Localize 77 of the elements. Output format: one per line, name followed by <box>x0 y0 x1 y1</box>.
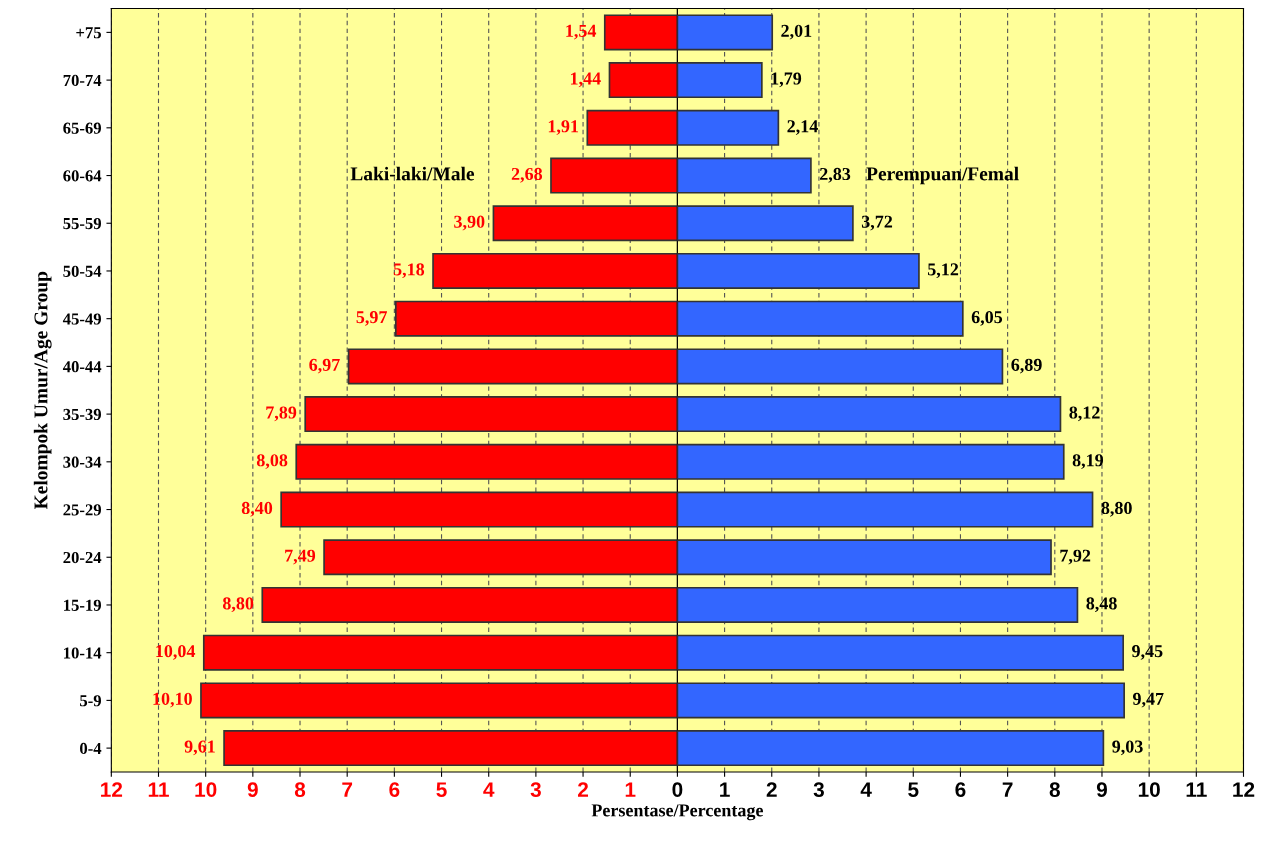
x-tick-label: 6 <box>955 782 966 797</box>
x-tick-label: 7 <box>1002 782 1013 797</box>
y-axis-title: Kelompok Umur/Age Group <box>33 271 52 510</box>
data-label: 6,89 <box>1011 358 1042 374</box>
data-label: 6,05 <box>971 311 1003 326</box>
data-label: 2,14 <box>787 120 818 135</box>
x-tick-label: 2 <box>766 782 777 797</box>
data-label: 3,90 <box>454 215 485 231</box>
y-tick-label: 35-39 <box>63 408 101 421</box>
data-label: 7,89 <box>266 406 297 422</box>
x-tick-label: 3 <box>813 782 824 798</box>
y-tick-label: 70-74 <box>63 74 102 87</box>
x-tick-label: 4 <box>483 782 495 797</box>
data-label: 1,79 <box>771 72 802 88</box>
x-tick-label: 1 <box>720 782 730 797</box>
data-label: 7,49 <box>285 549 316 565</box>
x-tick-label: 10 <box>195 782 217 797</box>
data-label: 8,80 <box>222 597 254 613</box>
y-tick-label: 20-24 <box>63 551 102 564</box>
data-label: 9,03 <box>1112 740 1143 756</box>
x-tick-label: 10 <box>1138 782 1160 797</box>
data-label: 1,44 <box>570 72 601 88</box>
x-tick-label: 1 <box>625 782 636 797</box>
data-label: 1,91 <box>548 120 579 135</box>
data-label: 10,10 <box>153 692 192 708</box>
y-tick-label: 45-49 <box>62 313 101 325</box>
data-label: 9,47 <box>1132 692 1164 708</box>
data-label: 8,80 <box>1101 501 1132 517</box>
series-label: Perempuan/Femal <box>866 166 1019 185</box>
data-label: 2,68 <box>511 167 543 183</box>
x-tick-label: 11 <box>1186 782 1207 797</box>
data-label: 8,19 <box>1072 454 1104 469</box>
y-tick-label: 30-34 <box>63 456 102 468</box>
data-label: 3,72 <box>861 215 893 231</box>
data-label: 10,04 <box>156 645 196 660</box>
y-tick-label: 25-29 <box>63 504 101 516</box>
data-label: 6,97 <box>309 358 340 374</box>
x-tick-label: 7 <box>342 782 353 797</box>
data-label: 2,01 <box>781 24 812 40</box>
data-label: 7,92 <box>1060 549 1091 565</box>
data-label: 5,18 <box>393 263 425 279</box>
data-label: 5,97 <box>356 311 388 326</box>
x-tick-label: 6 <box>389 782 400 797</box>
x-tick-label: 9 <box>1096 782 1107 797</box>
x-tick-label: 9 <box>247 782 258 797</box>
data-label: 5,12 <box>927 263 959 279</box>
x-tick-label: 12 <box>101 782 123 797</box>
y-tick-label: 0-4 <box>80 742 102 755</box>
x-tick-label: 12 <box>1233 782 1255 797</box>
x-tick-label: 2 <box>577 782 589 797</box>
data-label: 8,12 <box>1069 406 1100 422</box>
series-label: Laki-laki/Male <box>350 166 475 181</box>
y-tick-label: +75 <box>76 27 101 39</box>
data-label: 8,48 <box>1086 597 1117 613</box>
y-tick-label: 55-59 <box>63 217 101 230</box>
data-label: 9,45 <box>1132 645 1163 660</box>
x-tick-label: 8 <box>1049 782 1060 797</box>
x-tick-label: 11 <box>148 782 169 797</box>
data-label: 9,61 <box>184 740 215 756</box>
data-label: 1,54 <box>566 24 597 40</box>
data-label: 8,40 <box>241 501 273 517</box>
data-label: 2,83 <box>820 167 851 183</box>
x-axis-title: Persentase/Percentage <box>591 804 763 821</box>
y-tick-label: 40-44 <box>62 361 102 373</box>
y-tick-label: 65-69 <box>63 122 101 134</box>
y-tick-label: 50-54 <box>63 265 102 277</box>
y-tick-label: 5-9 <box>80 695 101 707</box>
y-tick-label: 10-14 <box>64 647 102 659</box>
y-tick-label: 15-19 <box>64 599 101 611</box>
x-tick-label: 5 <box>436 782 447 797</box>
x-tick-label: 4 <box>860 782 872 797</box>
x-tick-label: 8 <box>294 782 306 797</box>
x-tick-label: 0 <box>672 782 683 797</box>
x-tick-label: 5 <box>908 782 919 797</box>
data-label: 8,08 <box>256 454 288 469</box>
x-tick-label: 3 <box>530 782 541 798</box>
y-tick-label: 60-64 <box>63 170 102 182</box>
